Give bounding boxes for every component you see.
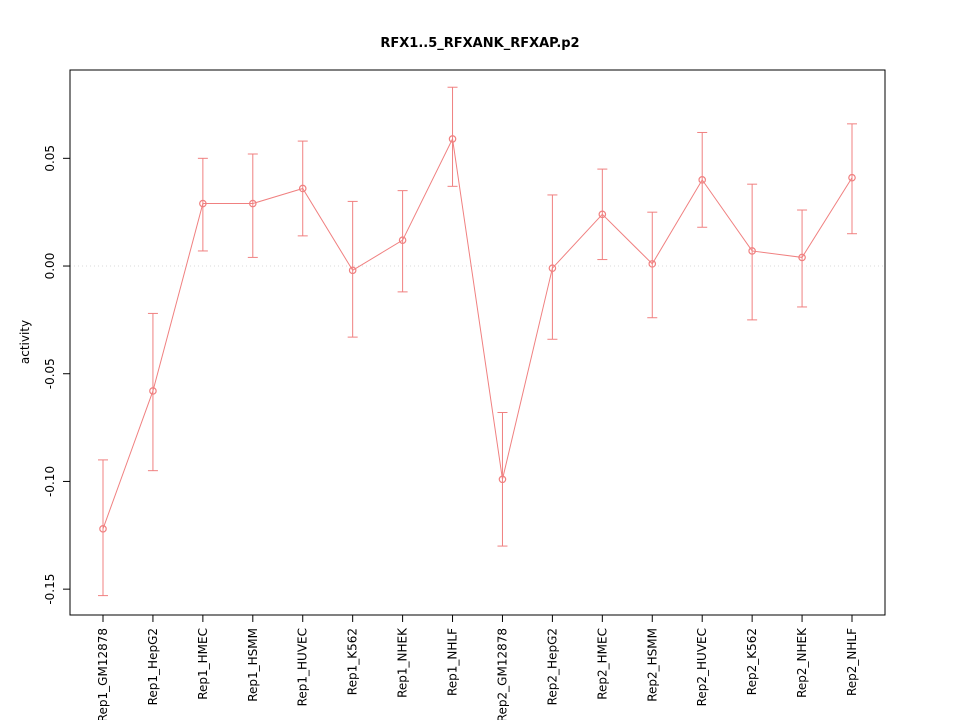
svg-text:Rep2_K562: Rep2_K562	[745, 628, 759, 695]
svg-text:Rep2_NHLF: Rep2_NHLF	[845, 628, 859, 696]
svg-text:Rep1_HepG2: Rep1_HepG2	[146, 628, 160, 705]
svg-text:Rep1_HSMM: Rep1_HSMM	[246, 628, 260, 702]
svg-text:-0.15: -0.15	[43, 574, 57, 605]
svg-text:0.00: 0.00	[43, 253, 57, 280]
svg-text:Rep2_GM12878: Rep2_GM12878	[495, 628, 509, 720]
svg-text:Rep1_HUVEC: Rep1_HUVEC	[296, 628, 310, 706]
svg-text:Rep1_HMEC: Rep1_HMEC	[196, 628, 210, 700]
svg-text:-0.05: -0.05	[43, 358, 57, 389]
svg-text:Rep2_HSMM: Rep2_HSMM	[645, 628, 659, 702]
svg-text:-0.10: -0.10	[43, 466, 57, 497]
svg-text:Rep2_HUVEC: Rep2_HUVEC	[695, 628, 709, 706]
svg-text:Rep1_GM12878: Rep1_GM12878	[96, 628, 110, 720]
svg-text:Rep2_NHEK: Rep2_NHEK	[795, 627, 809, 698]
svg-text:Rep1_NHLF: Rep1_NHLF	[446, 628, 460, 696]
svg-text:Rep1_NHEK: Rep1_NHEK	[396, 627, 410, 698]
svg-text:Rep1_K562: Rep1_K562	[346, 628, 360, 695]
chart-title: RFX1..5_RFXANK_RFXAP.p2	[380, 36, 580, 51]
svg-text:Rep2_HMEC: Rep2_HMEC	[595, 628, 609, 700]
svg-text:Rep2_HepG2: Rep2_HepG2	[545, 628, 559, 705]
svg-text:0.05: 0.05	[43, 145, 57, 172]
